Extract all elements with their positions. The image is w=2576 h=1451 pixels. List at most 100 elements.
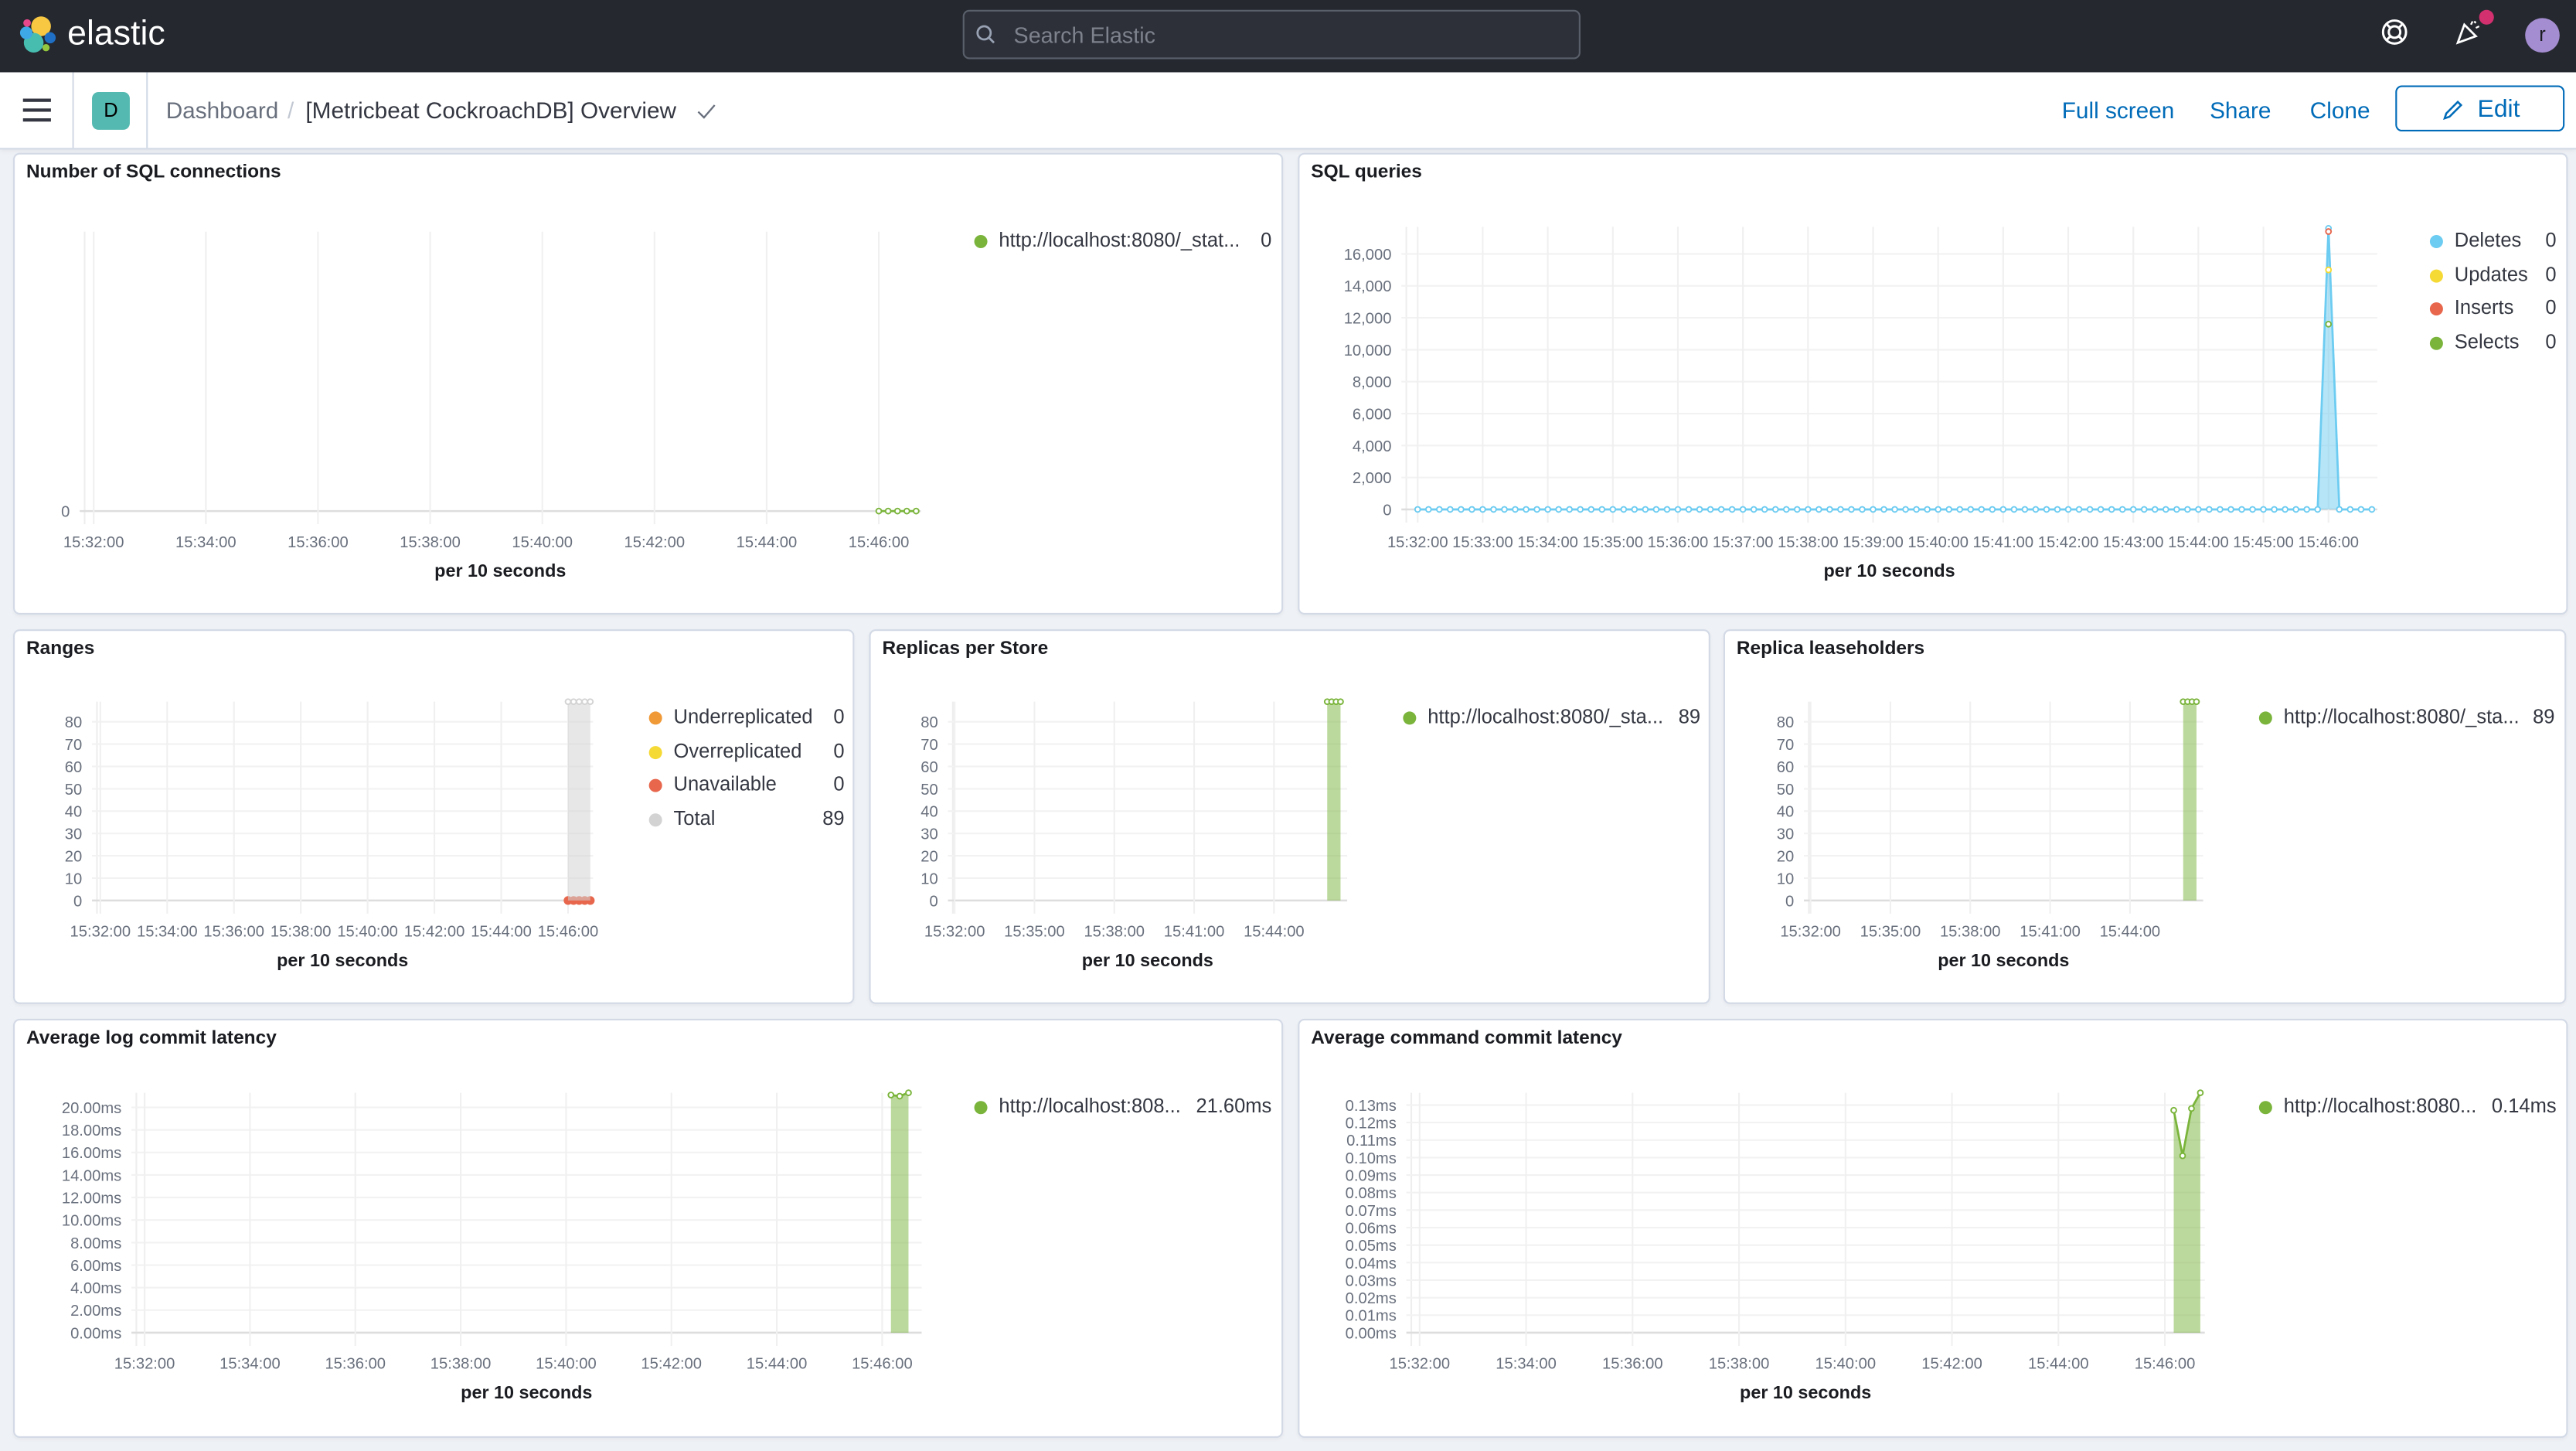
data-point[interactable]	[2197, 1089, 2204, 1096]
data-point[interactable]	[1902, 506, 1909, 513]
data-point[interactable]	[2086, 506, 2094, 513]
data-point[interactable]	[1989, 506, 1996, 513]
visualization-panel[interactable]: Number of SQL connections 0 15:32:00 15:34:…	[13, 152, 1284, 615]
data-point[interactable]	[1620, 506, 1628, 513]
data-point[interactable]	[1631, 506, 1638, 513]
legend-item[interactable]: http://localhost:8080/_sta... 89	[1403, 705, 1700, 739]
data-point[interactable]	[1533, 506, 1540, 513]
clone-button[interactable]: Clone	[2309, 97, 2370, 124]
data-point[interactable]	[2129, 506, 2137, 513]
data-point[interactable]	[1587, 506, 1595, 513]
data-point[interactable]	[1674, 506, 1682, 513]
data-point[interactable]	[2193, 698, 2200, 706]
data-point[interactable]	[2184, 506, 2191, 513]
data-point[interactable]	[1707, 506, 1714, 513]
data-point[interactable]	[875, 507, 883, 515]
legend-item[interactable]: http://localhost:808... 21.60ms	[974, 1095, 1271, 1129]
visualization-panel[interactable]: Average command commit latency 0.00ms 0.01…	[1298, 1018, 2568, 1438]
data-point[interactable]	[1782, 506, 1790, 513]
menu-icon[interactable]	[22, 98, 51, 128]
legend-item[interactable]: http://localhost:8080/_stat... 0	[974, 228, 1271, 262]
data-point[interactable]	[1728, 506, 1736, 513]
data-point[interactable]	[1609, 506, 1617, 513]
data-point[interactable]	[1555, 506, 1563, 513]
data-point[interactable]	[1750, 506, 1758, 513]
legend-item[interactable]: Overreplicated 0	[648, 739, 845, 773]
data-point[interactable]	[1913, 506, 1920, 513]
data-point[interactable]	[1523, 506, 1530, 513]
data-point[interactable]	[2097, 506, 2105, 513]
data-point[interactable]	[1663, 506, 1671, 513]
legend-item[interactable]: Unavailable 0	[648, 773, 845, 807]
data-point[interactable]	[2271, 506, 2278, 513]
data-point[interactable]	[2162, 506, 2169, 513]
data-point[interactable]	[1967, 506, 1975, 513]
data-point[interactable]	[581, 698, 588, 706]
visualization-panel[interactable]: Ranges 0 10 20 30 40 50 60 70 80 15:32:00 15:34:00 1…	[13, 629, 855, 1004]
data-point[interactable]	[2151, 506, 2159, 513]
legend-item[interactable]: Updates 0	[2429, 262, 2557, 296]
legend-item[interactable]: http://localhost:8080... 0.14ms	[2258, 1095, 2557, 1129]
data-point[interactable]	[905, 1089, 912, 1096]
data-point[interactable]	[2118, 506, 2126, 513]
data-point[interactable]	[2357, 506, 2365, 513]
data-point[interactable]	[1598, 506, 1606, 513]
data-point[interactable]	[2206, 506, 2213, 513]
data-point[interactable]	[2325, 228, 2333, 235]
data-point[interactable]	[893, 507, 901, 515]
data-point[interactable]	[1696, 506, 1703, 513]
data-point[interactable]	[1924, 506, 1931, 513]
data-point[interactable]	[1501, 506, 1508, 513]
data-point[interactable]	[913, 507, 920, 515]
data-point[interactable]	[1479, 506, 1486, 513]
data-point[interactable]	[2346, 506, 2354, 513]
data-point[interactable]	[2249, 506, 2256, 513]
visualization-panel[interactable]: SQL queries 0 2,000 4,000 6,000 8,000 10,000 12…	[1298, 152, 2568, 615]
data-point[interactable]	[2325, 320, 2333, 328]
data-point[interactable]	[1891, 506, 1898, 513]
data-point[interactable]	[2227, 506, 2234, 513]
data-point[interactable]	[2043, 506, 2050, 513]
data-point[interactable]	[2292, 506, 2300, 513]
data-point[interactable]	[2021, 506, 2029, 513]
data-point[interactable]	[587, 698, 594, 706]
data-point[interactable]	[1956, 506, 1964, 513]
data-point[interactable]	[1771, 506, 1779, 513]
data-point[interactable]	[1859, 506, 1866, 513]
help-icon[interactable]	[2380, 18, 2408, 46]
legend-item[interactable]: Underreplicated 0	[648, 705, 845, 739]
data-point[interactable]	[1414, 506, 1421, 513]
data-point[interactable]	[1815, 506, 1822, 513]
breadcrumb-dashboard[interactable]: Dashboard	[165, 97, 279, 124]
data-point[interactable]	[1512, 506, 1519, 513]
data-point[interactable]	[1793, 506, 1801, 513]
data-point[interactable]	[2032, 506, 2040, 513]
data-point[interactable]	[2314, 506, 2322, 513]
data-point[interactable]	[884, 507, 892, 515]
data-point[interactable]	[1566, 506, 1574, 513]
edit-button[interactable]: Edit	[2395, 85, 2565, 132]
share-button[interactable]: Share	[2210, 97, 2271, 124]
legend-item[interactable]: Total 89	[648, 807, 845, 841]
data-point[interactable]	[1826, 506, 1833, 513]
data-point[interactable]	[2238, 506, 2245, 513]
data-point[interactable]	[1458, 506, 1465, 513]
data-point[interactable]	[1490, 506, 1497, 513]
full-screen-button[interactable]: Full screen	[2061, 97, 2175, 124]
data-point[interactable]	[2170, 1106, 2177, 1114]
user-avatar[interactable]: r	[2525, 18, 2560, 53]
data-point[interactable]	[1544, 506, 1551, 513]
data-point[interactable]	[2054, 506, 2061, 513]
data-point[interactable]	[1848, 506, 1855, 513]
data-point[interactable]	[1837, 506, 1844, 513]
data-point[interactable]	[570, 698, 577, 706]
data-point[interactable]	[2368, 506, 2376, 513]
data-point[interactable]	[564, 698, 572, 706]
data-point[interactable]	[2336, 506, 2343, 513]
data-point[interactable]	[2140, 506, 2148, 513]
data-point[interactable]	[1978, 506, 1986, 513]
data-point[interactable]	[1468, 506, 1475, 513]
visualization-panel[interactable]: Replicas per Store 0 10 20 30 40 50 60 70 80 15:32…	[869, 629, 1710, 1004]
data-point[interactable]	[2010, 506, 2018, 513]
data-point[interactable]	[2173, 506, 2180, 513]
